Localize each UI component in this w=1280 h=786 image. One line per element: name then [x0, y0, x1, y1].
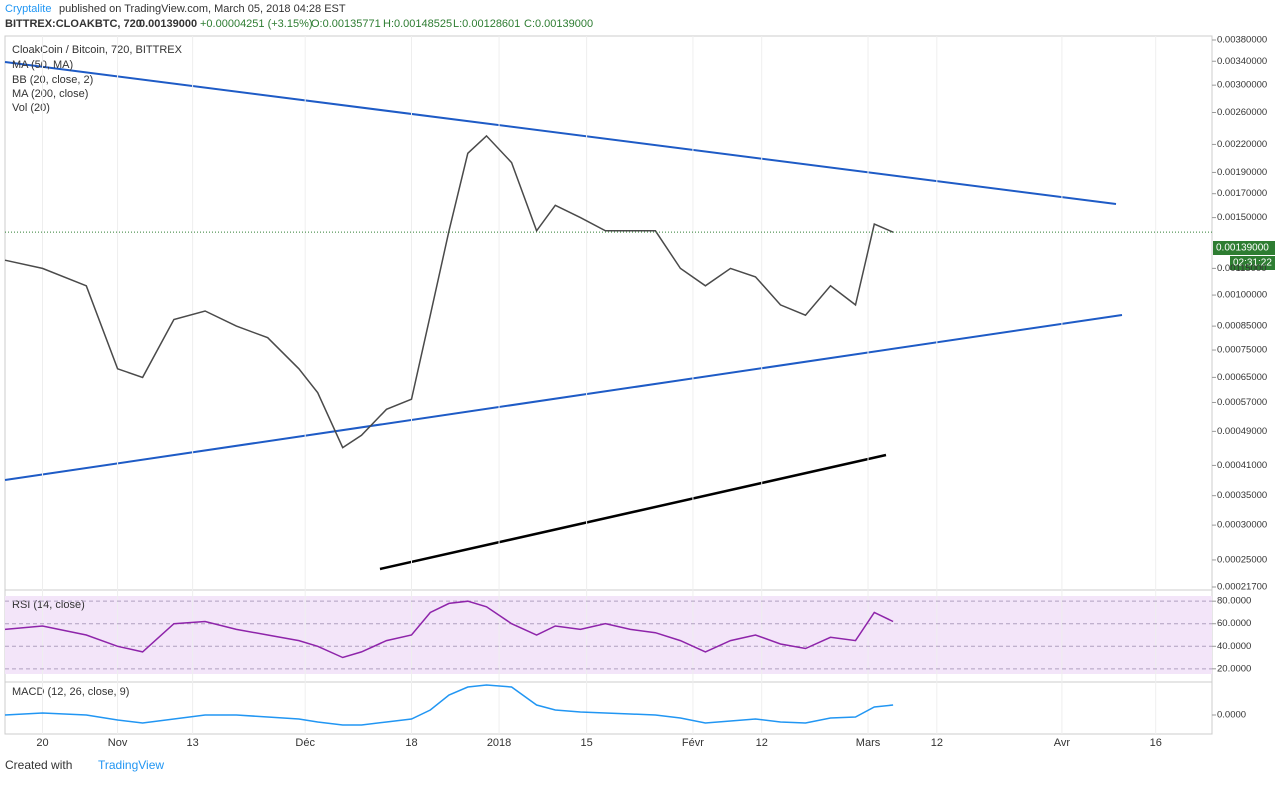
x-tick-label: Mars [856, 737, 881, 749]
y-tick-label: 0.00075000 [1217, 345, 1267, 356]
price: 0.00139000 [139, 18, 197, 30]
y-tick-label: 0.00380000 [1217, 35, 1267, 46]
published: published on TradingView.com, March 05, … [59, 3, 346, 15]
y-tick-label: 80.0000 [1217, 596, 1251, 607]
symbol: BITTREX:CLOAKBTC, 720 [5, 18, 142, 30]
y-tick-label: 0.00300000 [1217, 80, 1267, 91]
footer-text: Created with [5, 758, 72, 772]
y-tick-label: 0.00100000 [1217, 290, 1267, 301]
x-tick-label: Févr [682, 737, 704, 749]
close: C:0.00139000 [524, 18, 593, 30]
y-tick-label: 0.00035000 [1217, 490, 1267, 501]
low: L:0.00128601 [453, 18, 520, 30]
series-line [4, 684, 894, 726]
rsi-title: RSI (14, close) [12, 599, 85, 611]
y-tick-label: 0.00340000 [1217, 56, 1267, 67]
change: +0.00004251 (+3.15%) [200, 18, 313, 30]
y-tick-label: 20.0000 [1217, 663, 1251, 674]
indicator: MA (200, close) [12, 88, 88, 100]
y-tick-label: 0.00085000 [1217, 321, 1267, 332]
y-tick-label: 0.00150000 [1217, 212, 1267, 223]
x-tick-label: 15 [580, 737, 592, 749]
y-tick-label: 0.00190000 [1217, 167, 1267, 178]
footer-brand[interactable]: TradingView [98, 758, 164, 772]
x-tick-label: Avr [1054, 737, 1071, 749]
macd-title: MACD (12, 26, close, 9) [12, 686, 129, 698]
x-tick-label: 16 [1150, 737, 1162, 749]
x-tick-label: Déc [295, 737, 315, 749]
y-tick-label: 0.00041000 [1217, 460, 1267, 471]
y-tick-label: 0.00220000 [1217, 139, 1267, 150]
y-tick-label: 60.0000 [1217, 618, 1251, 629]
x-tick-label: 12 [931, 737, 943, 749]
trendline [379, 453, 887, 571]
y-tick-label: 0.0000 [1217, 710, 1246, 721]
price-badge [1213, 241, 1275, 255]
high: H:0.00148525 [383, 18, 452, 30]
x-tick-label: 20 [36, 737, 48, 749]
y-tick-label: 0.00260000 [1217, 107, 1267, 118]
countdown: 02:31:22 [1233, 258, 1272, 269]
x-tick-label: 2018 [487, 737, 511, 749]
y-tick-label: 0.00049000 [1217, 426, 1267, 437]
trendline [4, 314, 1123, 481]
x-tick-label: 13 [186, 737, 198, 749]
y-tick-label: 0.00170000 [1217, 188, 1267, 199]
countdown-badge [1230, 256, 1275, 270]
series-line [4, 134, 894, 449]
y-tick-label: 0.00057000 [1217, 397, 1267, 408]
author[interactable]: Cryptalite [5, 3, 51, 15]
price-badge-text: 0.00139000 [1216, 243, 1269, 254]
rsi-band [5, 596, 1212, 674]
y-tick-label: 0.00030000 [1217, 520, 1267, 531]
series-line [4, 600, 894, 659]
y-tick-label: 0.00065000 [1217, 372, 1267, 383]
x-tick-label: 18 [405, 737, 417, 749]
y-tick-label: 0.00021700 [1217, 582, 1267, 593]
trendline [4, 61, 1117, 205]
x-tick-label: 12 [756, 737, 768, 749]
y-tick-label: 0.00115000 [1217, 263, 1267, 274]
open: O:0.00135771 [311, 18, 381, 30]
indicator: Vol (20) [12, 102, 50, 114]
indicator: BB (20, close, 2) [12, 74, 93, 86]
y-tick-label: 40.0000 [1217, 641, 1251, 652]
indicator: CloakCoin / Bitcoin, 720, BITTREX [12, 44, 183, 56]
x-tick-label: Nov [108, 737, 128, 749]
y-tick-label: 0.00025000 [1217, 554, 1267, 565]
